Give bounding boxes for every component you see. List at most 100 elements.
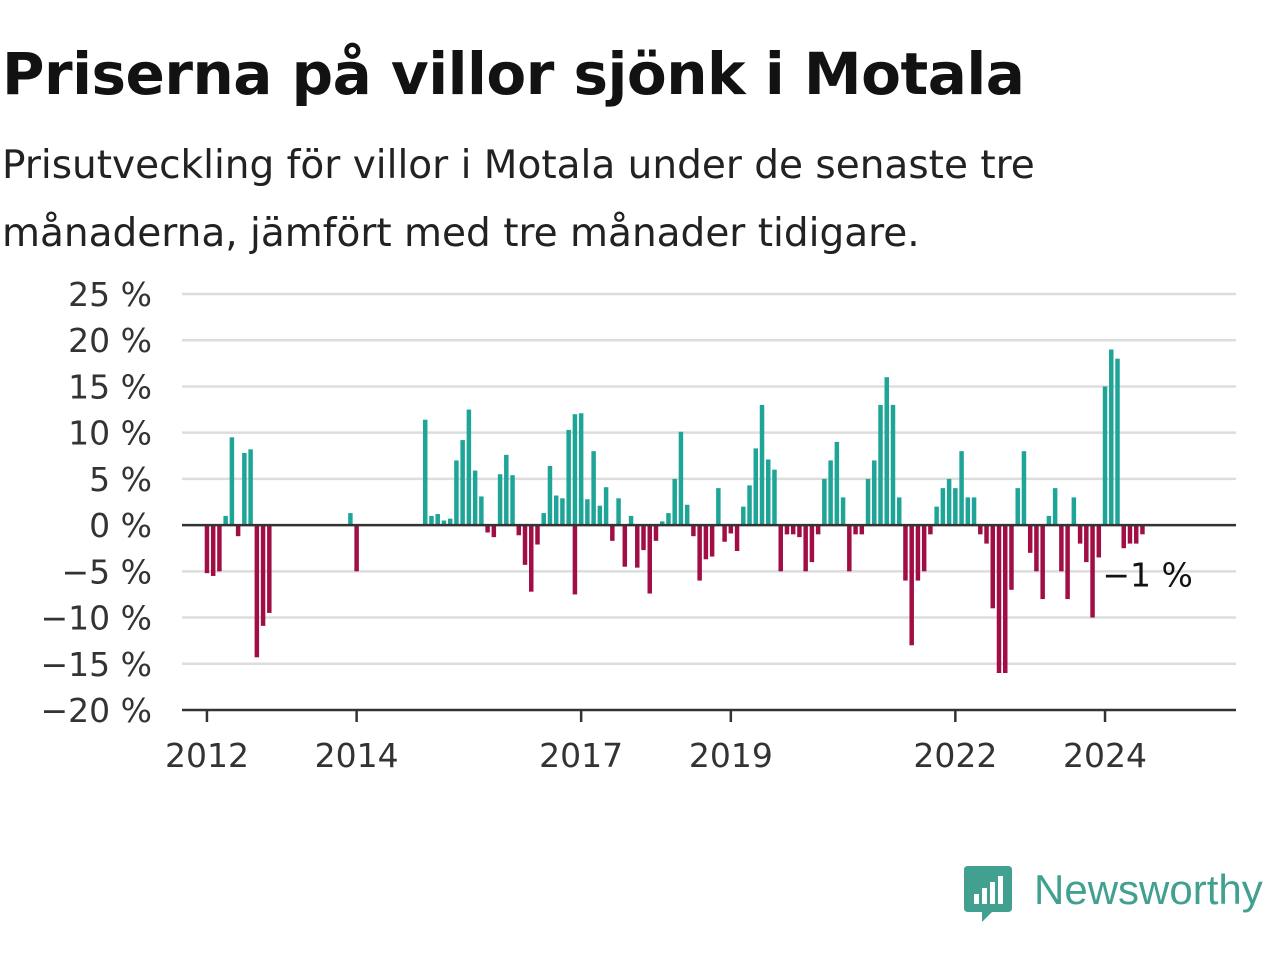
bar xyxy=(1096,525,1102,558)
bar xyxy=(921,525,927,572)
bar xyxy=(497,474,503,526)
chart-title: Priserna på villor sjönk i Motala xyxy=(2,40,1025,108)
bar xyxy=(1009,525,1014,590)
bar xyxy=(541,513,546,526)
bar xyxy=(572,525,578,595)
bar xyxy=(659,521,665,526)
bar xyxy=(560,498,565,526)
y-tick-label: −10 % xyxy=(41,599,153,638)
bar xyxy=(522,525,528,565)
bar xyxy=(1077,525,1083,544)
bar xyxy=(722,525,727,542)
bar xyxy=(847,525,852,572)
y-tick-label: −20 % xyxy=(41,691,153,730)
bar xyxy=(1115,358,1120,526)
bar xyxy=(610,525,615,541)
bar xyxy=(834,441,840,526)
bar xyxy=(635,525,640,568)
bar xyxy=(878,404,883,526)
bar xyxy=(666,513,671,526)
y-tick-label: 15 % xyxy=(68,367,152,406)
bar xyxy=(1040,525,1045,600)
chart-subtitle: Prisutveckling för villor i Motala under… xyxy=(2,143,1035,256)
bar xyxy=(678,431,684,526)
bar xyxy=(454,460,459,526)
bar xyxy=(872,460,877,526)
bar xyxy=(928,525,933,535)
bar xyxy=(803,525,808,572)
bar xyxy=(953,488,958,526)
bar xyxy=(990,525,996,609)
bar xyxy=(1109,349,1114,526)
bar xyxy=(616,498,621,526)
bar xyxy=(790,525,796,535)
x-tick-label: 2022 xyxy=(913,736,997,775)
bar xyxy=(890,404,896,526)
bar xyxy=(229,437,235,526)
bar xyxy=(1059,525,1064,572)
bar xyxy=(697,525,702,581)
last-value-label: −1 % xyxy=(1102,555,1193,594)
x-tick-label: 2014 xyxy=(315,736,399,775)
bar xyxy=(472,470,478,526)
bar xyxy=(815,525,821,535)
bar xyxy=(641,525,646,551)
bar xyxy=(553,495,559,526)
bar xyxy=(460,440,465,526)
bar xyxy=(703,525,709,560)
bar xyxy=(504,454,509,526)
bar xyxy=(585,499,590,526)
bar xyxy=(684,504,690,526)
bar xyxy=(896,497,902,526)
bar xyxy=(1133,525,1139,544)
bar xyxy=(691,525,696,537)
bar xyxy=(915,525,921,581)
bar xyxy=(578,497,584,526)
bar xyxy=(547,465,553,526)
bar xyxy=(946,478,952,526)
bar xyxy=(1071,497,1077,526)
x-axis-labels: 2012 2014 2017 2019 2022 2024 xyxy=(165,710,1147,775)
bar xyxy=(903,525,908,581)
bar xyxy=(809,525,815,563)
y-tick-label: 20 % xyxy=(68,321,152,360)
bar xyxy=(859,525,865,535)
bar xyxy=(1027,525,1033,553)
bar xyxy=(1084,525,1089,563)
bar xyxy=(716,488,721,526)
bar xyxy=(1121,525,1126,549)
bar xyxy=(753,448,759,526)
bar xyxy=(578,413,584,526)
bar xyxy=(734,525,740,551)
bar xyxy=(1052,488,1058,526)
bar xyxy=(348,513,353,526)
bar xyxy=(441,520,447,526)
bar xyxy=(747,485,752,526)
bar xyxy=(429,515,434,526)
y-axis-labels: 25 % 20 % 15 % 10 % 5 % 0 % −5 % −10 % −15 % −20 … xyxy=(41,275,153,730)
bar xyxy=(741,506,746,526)
bar xyxy=(778,525,783,572)
bar xyxy=(840,497,846,526)
bar xyxy=(1003,525,1008,674)
y-tick-label: −15 % xyxy=(41,645,153,684)
bar xyxy=(491,525,497,538)
bar xyxy=(996,525,1002,674)
bar xyxy=(223,515,228,526)
bar xyxy=(254,525,260,658)
bar xyxy=(709,525,715,557)
bar xyxy=(597,505,603,526)
bar xyxy=(354,525,359,572)
bar xyxy=(940,488,946,526)
bar xyxy=(204,525,210,574)
bar xyxy=(267,525,272,613)
y-tick-label: 0 % xyxy=(89,506,152,545)
y-tick-label: −5 % xyxy=(62,552,153,591)
bar xyxy=(516,525,522,536)
bar xyxy=(466,409,472,526)
bar xyxy=(248,449,253,526)
bar xyxy=(784,525,790,535)
bar xyxy=(591,451,596,526)
bar xyxy=(572,414,578,526)
bar xyxy=(884,377,889,526)
